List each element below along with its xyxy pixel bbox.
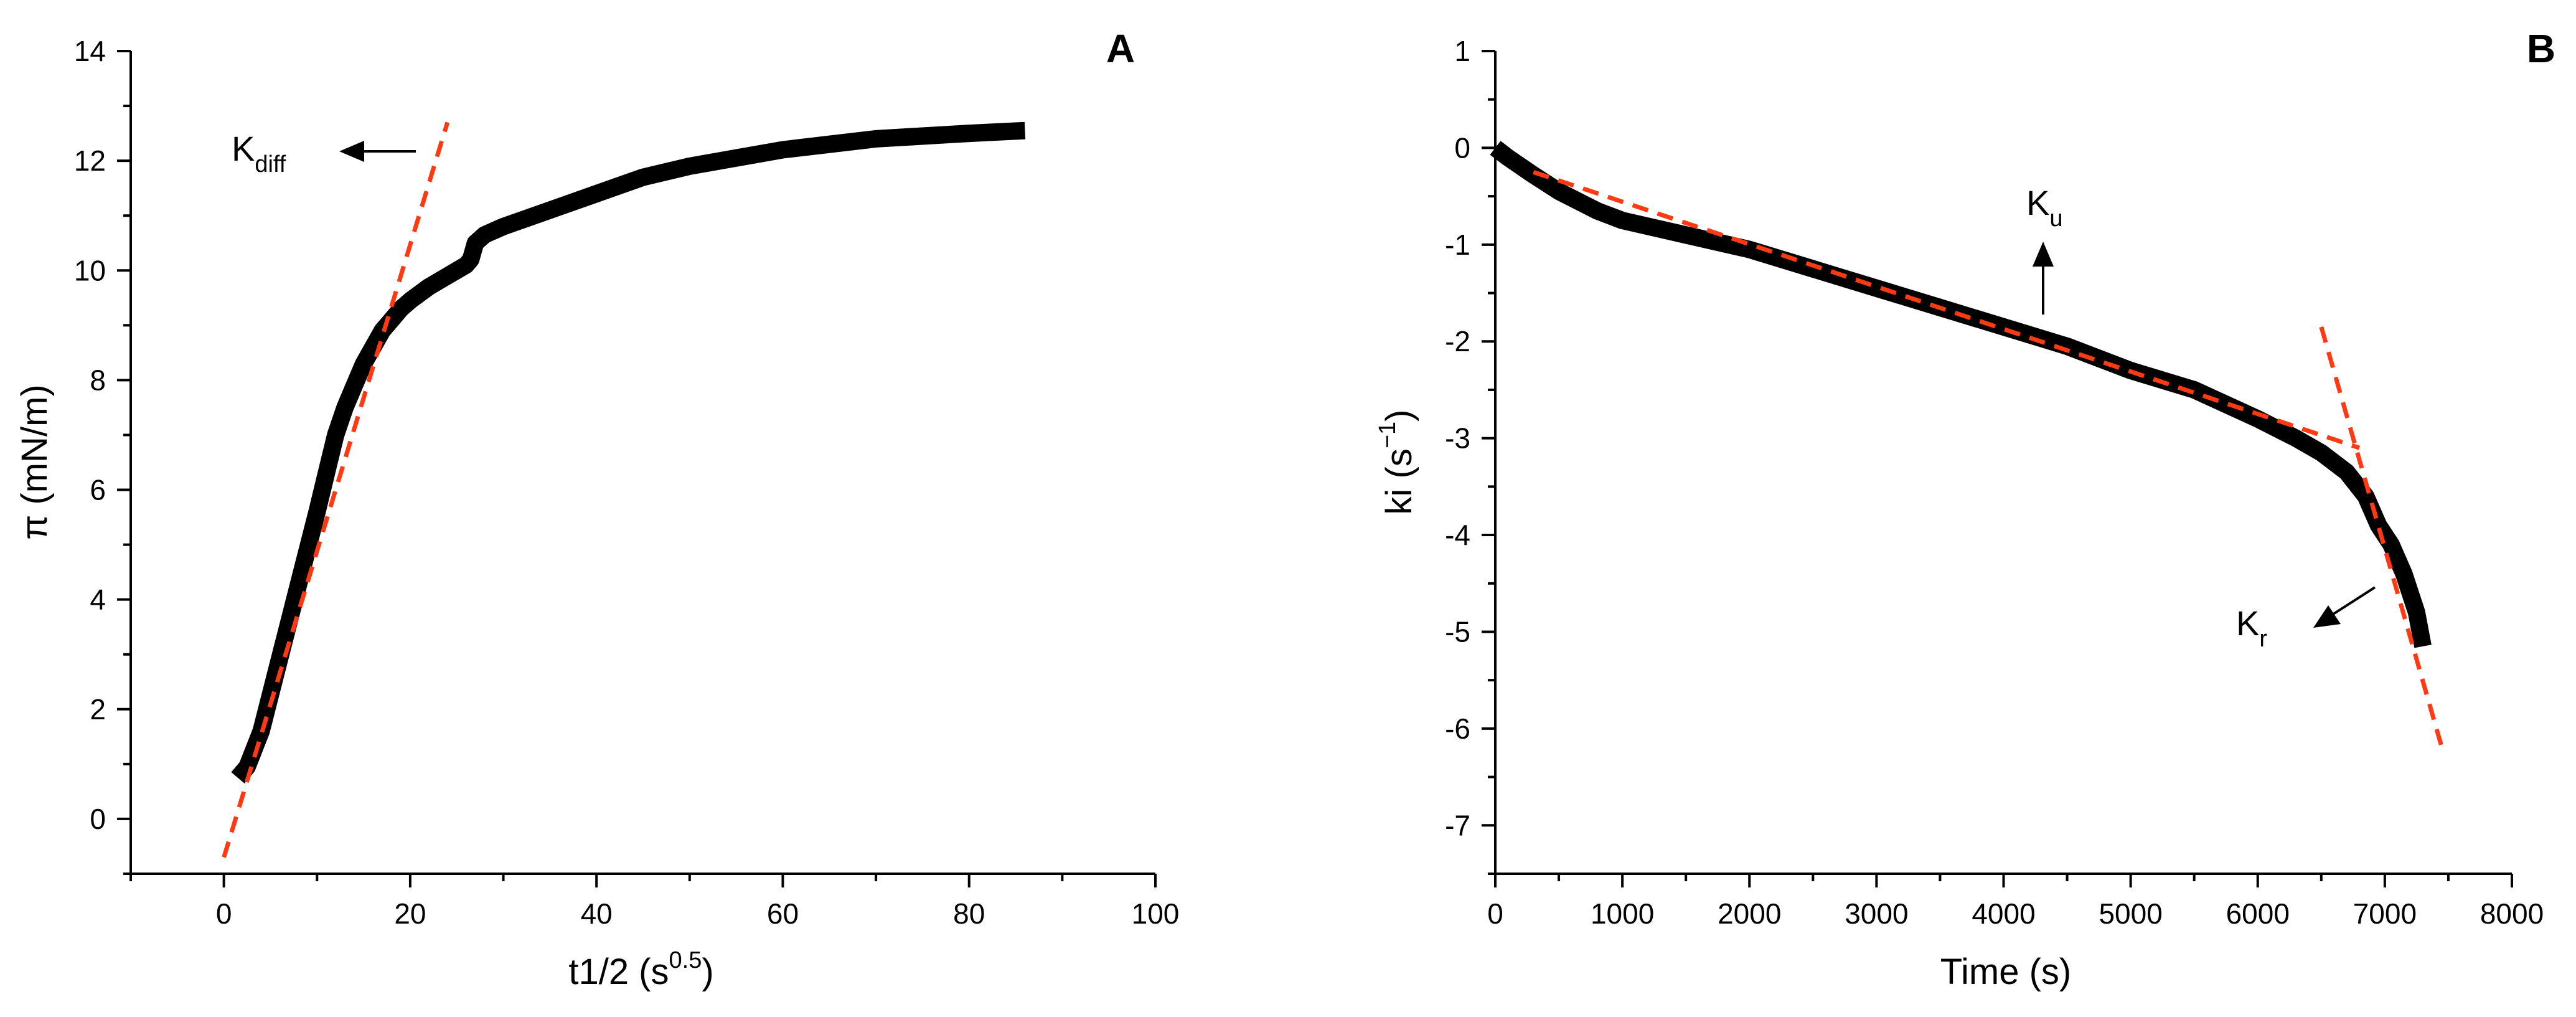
panel-b-y-tick-label-8: -7 (1445, 809, 1470, 841)
panel-a-y-axis-title: π (mN/m) (14, 384, 55, 539)
panel-b-y-tick-label-0: 1 (1454, 35, 1470, 67)
panel-b-fit-line-1 (2319, 326, 2445, 749)
panel-a-y-tick-label-1: 2 (90, 693, 106, 726)
panel-b-x-tick-label-7: 7000 (2353, 897, 2417, 930)
panel-b-letter: B (2527, 26, 2555, 71)
panel-b-ku-arrow-head (2033, 242, 2054, 267)
panel-a-y-tick-label-3: 6 (90, 474, 106, 506)
panel-b-kr-label: Kr (2236, 603, 2267, 652)
panel-b-chart: 0 1000 2000 3000 4000 5000 6000 7000 8000 1 0 -1 -2 -… (1375, 26, 2555, 992)
panel-b-y-tick-label-3: -2 (1445, 325, 1470, 357)
panel-b-kr-arrow-head (2313, 605, 2341, 628)
panel-a-fit-line-0 (222, 121, 450, 858)
panel-a-y-tick-label-7: 14 (74, 35, 106, 67)
panel-b-plot-area (1490, 141, 2445, 749)
panel-b-x-tick-label-2: 2000 (1718, 897, 1781, 930)
panel-a-data-series-0 (231, 121, 1026, 783)
panel-b-y-tick-label-4: -3 (1445, 422, 1470, 455)
panel-a-y-tick-label-0: 0 (90, 803, 106, 835)
panel-a-x-axis-title: t1/2 (s0.5) (568, 947, 713, 992)
panel-b-x-axis-title: Time (s) (1940, 952, 2071, 992)
panel-b-y-tick-label-1: 0 (1454, 131, 1470, 164)
panel-a-kdiff-label: Kdiff (232, 129, 286, 177)
panel-a-x-tick-label-5: 100 (1132, 897, 1180, 930)
panel-b-data-series-0 (1490, 141, 2432, 648)
panel-b-x-tick-label-4: 4000 (1972, 897, 2035, 930)
panel-b-y-tick-label-7: -6 (1445, 712, 1470, 745)
panel-a-chart: 0 20 40 60 80 100 0 2 4 6 8 10 12 14 A t1/2 (s0.5) π … (14, 26, 1179, 992)
panel-a-y-tick-label-4: 8 (90, 364, 106, 396)
panel-a-kdiff-arrow-head (339, 141, 364, 162)
panel-b-x-tick-label-1: 1000 (1591, 897, 1654, 930)
panel-a-y-tick-label-6: 12 (74, 144, 106, 177)
panel-b-x-tick-label-6: 6000 (2226, 897, 2290, 930)
panel-a-y-tick-label-2: 4 (90, 584, 106, 616)
panel-a-y-tick-label-5: 10 (74, 254, 106, 286)
panel-b-ku-label: Ku (2026, 183, 2063, 232)
panel-b-y-tick-label-2: -1 (1445, 229, 1470, 261)
panel-b-fit-line-0 (1533, 169, 2361, 450)
panel-a-x-tick-label-3: 60 (767, 897, 799, 930)
panel-b-y-axis-title: ki (s−1) (1375, 410, 1419, 515)
panel-a-x-tick-label-2: 40 (581, 897, 613, 930)
panel-b-y-tick-label-6: -5 (1445, 615, 1470, 648)
panel-a-x-tick-label-1: 20 (394, 897, 426, 930)
panel-b-ticks: 0 1000 2000 3000 4000 5000 6000 7000 8000 1 0 -1 -2 -… (1445, 35, 2544, 930)
panel-a-plot-area (222, 121, 1026, 858)
panel-a-x-tick-label-0: 0 (216, 897, 232, 930)
panel-a-letter: A (1106, 26, 1135, 71)
panel-b-x-tick-label-3: 3000 (1845, 897, 1908, 930)
panel-b-x-tick-label-8: 8000 (2480, 897, 2544, 930)
panel-b-x-tick-label-5: 5000 (2099, 897, 2162, 930)
panel-b-y-tick-label-5: -4 (1445, 519, 1470, 551)
panel-a-x-tick-label-4: 80 (953, 897, 985, 930)
panel-b-x-tick-label-0: 0 (1487, 897, 1503, 930)
panel-b-kr-arrow-shaft (2330, 586, 2376, 617)
panel-a-ticks: 0 20 40 60 80 100 0 2 4 6 8 10 12 14 (74, 35, 1180, 930)
